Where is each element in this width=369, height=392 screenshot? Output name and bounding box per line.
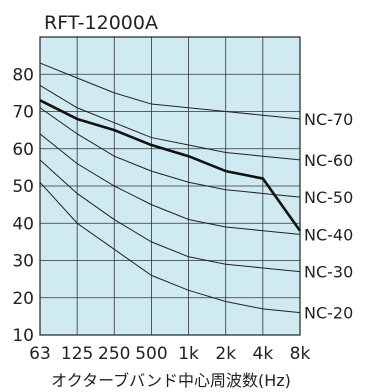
y-tick-label: 60 bbox=[12, 140, 34, 160]
nc-curve-label: NC-30 bbox=[304, 263, 353, 282]
nc-curve bbox=[39, 62, 301, 120]
x-tick-label: 4k bbox=[253, 344, 274, 364]
grid bbox=[40, 37, 300, 335]
nc-curve-label: NC-70 bbox=[304, 110, 353, 129]
x-axis-label: オクターブバンド中心周波数(Hz) bbox=[51, 371, 291, 390]
x-tick-label: 2k bbox=[215, 344, 236, 364]
reference-curves bbox=[39, 62, 301, 314]
y-tick-label: 80 bbox=[12, 65, 34, 85]
nc-curve bbox=[39, 133, 301, 235]
nc-curve bbox=[39, 107, 301, 198]
x-tick-label: 250 bbox=[98, 344, 130, 364]
nc-curve-label: NC-60 bbox=[304, 151, 353, 170]
nc-curve-label: NC-40 bbox=[304, 225, 353, 244]
reference-curve-labels: NC-70 NC-60 NC-50 NC-40 NC-30 NC-20 bbox=[304, 110, 353, 323]
y-tick-label: 10 bbox=[12, 326, 34, 346]
nc-curve bbox=[39, 181, 301, 314]
x-tick-label: 1k bbox=[178, 344, 199, 364]
x-tick-label: 63 bbox=[29, 344, 51, 364]
data-series bbox=[39, 99, 302, 232]
x-tick-label: 125 bbox=[61, 344, 93, 364]
measured-line bbox=[39, 99, 302, 232]
nc-curve bbox=[39, 84, 301, 161]
chart-title: RFT-12000A bbox=[44, 12, 158, 34]
nc-curve bbox=[39, 159, 301, 273]
y-tick-label: 20 bbox=[12, 289, 34, 309]
x-axis-ticks: 63 125 250 500 1k 2k 4k 8k bbox=[29, 344, 310, 364]
x-tick-label: 500 bbox=[135, 344, 167, 364]
nc-curve-label: NC-50 bbox=[304, 188, 353, 207]
y-axis-ticks: 10 20 30 40 50 60 70 80 bbox=[12, 65, 34, 346]
nc-curve-label: NC-20 bbox=[304, 304, 353, 323]
x-tick-label: 8k bbox=[290, 344, 311, 364]
y-tick-label: 40 bbox=[12, 214, 34, 234]
y-tick-label: 50 bbox=[12, 177, 34, 197]
y-tick-label: 30 bbox=[12, 252, 34, 272]
y-tick-label: 70 bbox=[12, 103, 34, 123]
